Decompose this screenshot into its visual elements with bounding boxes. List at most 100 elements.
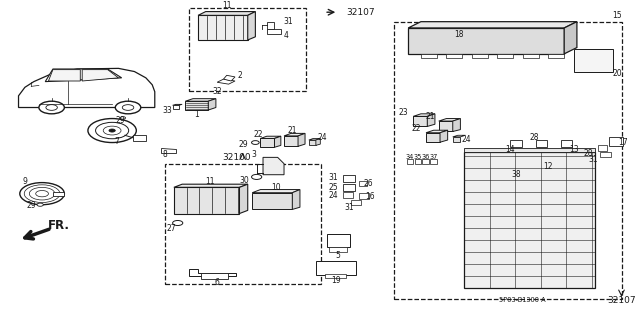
Bar <box>407 159 413 164</box>
Text: 38: 38 <box>511 170 521 179</box>
Text: 29: 29 <box>26 201 36 210</box>
Polygon shape <box>284 133 305 136</box>
Polygon shape <box>326 234 349 247</box>
Circle shape <box>37 203 44 206</box>
Text: 32: 32 <box>212 86 222 96</box>
Polygon shape <box>208 99 216 110</box>
Bar <box>351 200 361 205</box>
Polygon shape <box>239 184 248 213</box>
Polygon shape <box>284 136 298 146</box>
Circle shape <box>103 126 121 135</box>
Bar <box>343 175 355 182</box>
Text: 12: 12 <box>543 162 553 171</box>
Polygon shape <box>426 133 440 142</box>
Polygon shape <box>421 54 437 58</box>
Bar <box>53 192 65 196</box>
Text: 28: 28 <box>583 149 593 158</box>
Text: 7: 7 <box>115 137 120 146</box>
Text: 4: 4 <box>284 31 289 41</box>
Circle shape <box>95 122 129 139</box>
Text: 31: 31 <box>328 174 338 182</box>
Text: 11: 11 <box>205 177 214 187</box>
Polygon shape <box>49 70 80 81</box>
Text: 21: 21 <box>287 126 297 135</box>
Text: 23: 23 <box>399 108 408 117</box>
Text: 24: 24 <box>328 191 338 200</box>
Polygon shape <box>252 189 300 193</box>
Polygon shape <box>426 130 447 133</box>
Bar <box>358 181 367 186</box>
Bar <box>394 22 622 299</box>
Text: 34: 34 <box>406 154 414 160</box>
Polygon shape <box>548 54 564 58</box>
Circle shape <box>20 182 65 205</box>
Polygon shape <box>267 29 281 34</box>
Bar <box>536 140 547 147</box>
Circle shape <box>120 117 125 119</box>
Text: 32107: 32107 <box>607 295 636 305</box>
Polygon shape <box>198 15 248 40</box>
Polygon shape <box>316 261 356 275</box>
Polygon shape <box>408 28 564 54</box>
Text: 29: 29 <box>116 115 125 125</box>
Text: 13: 13 <box>569 145 579 154</box>
Polygon shape <box>452 119 460 131</box>
Bar <box>343 184 355 190</box>
Polygon shape <box>564 22 577 54</box>
Polygon shape <box>452 135 465 137</box>
Text: 25: 25 <box>328 183 338 192</box>
Circle shape <box>122 105 134 110</box>
Text: 24: 24 <box>462 135 472 144</box>
Bar <box>165 164 321 284</box>
Bar <box>573 49 613 72</box>
Bar <box>358 193 369 199</box>
Text: 20: 20 <box>612 69 622 78</box>
Polygon shape <box>439 121 452 131</box>
Polygon shape <box>174 184 248 187</box>
Polygon shape <box>173 105 179 109</box>
Circle shape <box>115 101 141 114</box>
Text: 22: 22 <box>253 130 262 139</box>
Bar <box>329 247 347 252</box>
Polygon shape <box>82 70 118 81</box>
Circle shape <box>252 141 259 145</box>
Polygon shape <box>316 138 320 145</box>
Text: 27: 27 <box>166 224 176 233</box>
Polygon shape <box>440 130 447 142</box>
Polygon shape <box>298 133 305 146</box>
Bar <box>343 192 353 198</box>
Text: 35: 35 <box>413 154 422 160</box>
Polygon shape <box>428 114 435 126</box>
Text: 33: 33 <box>163 106 172 115</box>
Text: 14: 14 <box>505 145 515 154</box>
Text: 29: 29 <box>238 140 248 149</box>
Bar <box>201 272 228 279</box>
Text: 26: 26 <box>364 179 374 189</box>
Circle shape <box>109 129 115 132</box>
Bar <box>561 140 572 147</box>
Text: 5P03-B1300 A: 5P03-B1300 A <box>499 297 546 303</box>
Text: 9: 9 <box>22 177 28 187</box>
Text: 2: 2 <box>237 71 242 80</box>
Text: 36: 36 <box>421 154 429 160</box>
Polygon shape <box>45 69 122 82</box>
Polygon shape <box>275 136 281 147</box>
Bar <box>609 137 623 146</box>
Polygon shape <box>309 138 320 140</box>
Bar <box>598 145 607 151</box>
Bar <box>464 148 595 152</box>
Circle shape <box>252 174 262 180</box>
Polygon shape <box>186 101 208 110</box>
Polygon shape <box>173 104 182 105</box>
Polygon shape <box>217 79 235 84</box>
Bar <box>431 159 437 164</box>
Text: 19: 19 <box>332 276 341 285</box>
Text: 5: 5 <box>336 251 340 260</box>
Polygon shape <box>413 116 428 126</box>
Text: 22: 22 <box>412 124 421 133</box>
Bar <box>600 152 611 157</box>
Text: 31: 31 <box>284 17 293 26</box>
Bar <box>464 152 595 288</box>
Text: 8: 8 <box>163 150 167 160</box>
Polygon shape <box>439 119 460 121</box>
